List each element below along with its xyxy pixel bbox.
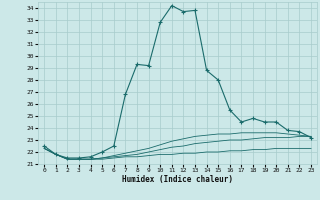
X-axis label: Humidex (Indice chaleur): Humidex (Indice chaleur) bbox=[122, 175, 233, 184]
